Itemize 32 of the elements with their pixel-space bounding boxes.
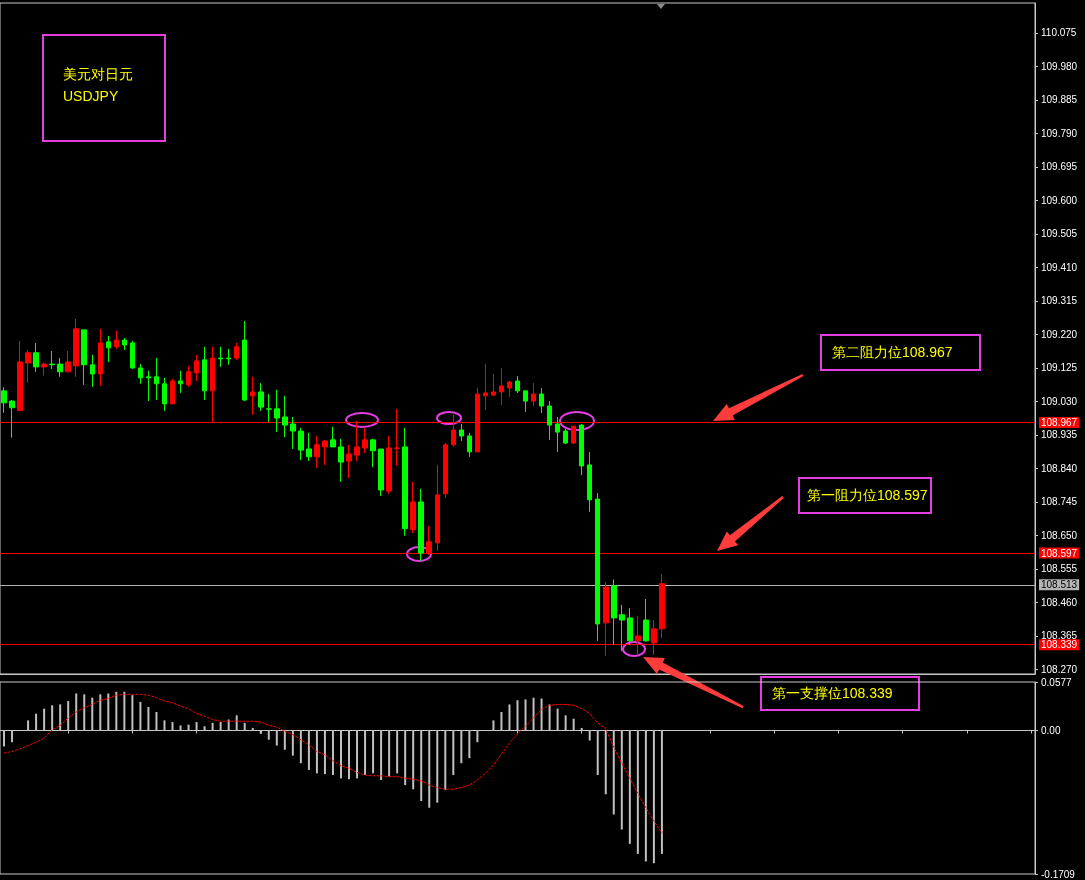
ref-line-label: 108.513 xyxy=(1041,579,1078,591)
y-tick-label: 108.555 xyxy=(1041,563,1078,575)
ref-line-label: 108.339 xyxy=(1041,639,1078,651)
y-tick-label: 0.0577 xyxy=(1041,676,1073,688)
y-tick-label: 109.410 xyxy=(1041,261,1078,273)
y-tick-label: 108.270 xyxy=(1041,663,1078,675)
y-tick-label: 109.600 xyxy=(1041,194,1078,206)
y-tick-label: 108.460 xyxy=(1041,596,1078,608)
y-tick-label: 108.650 xyxy=(1041,529,1078,541)
y-tick-label: 110.075 xyxy=(1041,27,1077,39)
y-tick-label: 0.00 xyxy=(1041,724,1061,736)
text: 美元对日元 xyxy=(63,65,134,84)
y-tick-label: -0.1709 xyxy=(1041,868,1076,880)
y-tick-label: 108.935 xyxy=(1041,429,1078,441)
y-tick-label: 109.790 xyxy=(1041,127,1078,139)
text: USDJPY xyxy=(63,87,120,106)
y-tick-label: 109.220 xyxy=(1041,328,1078,340)
y-tick-label: 108.840 xyxy=(1041,462,1078,474)
y-tick-label: 109.980 xyxy=(1041,60,1078,72)
y-tick-label: 109.885 xyxy=(1041,94,1078,106)
annotation: 第一支撑位108.339 xyxy=(760,676,920,712)
y-tick-label: 109.695 xyxy=(1041,161,1078,173)
y-tick-label: 108.365 xyxy=(1041,630,1078,642)
y-tick-label: 109.030 xyxy=(1041,395,1078,407)
y-tick-label: 108.745 xyxy=(1041,496,1078,508)
y-tick-label: 109.505 xyxy=(1041,228,1078,240)
y-tick-label: 109.315 xyxy=(1041,295,1078,307)
annotation: 第二阻力位108.967 xyxy=(820,334,981,371)
annotation: 第一阻力位108.597 xyxy=(798,477,932,514)
y-tick-label: 109.125 xyxy=(1041,362,1078,374)
ref-line-label: 108.597 xyxy=(1041,547,1078,559)
ref-line-label: 108.967 xyxy=(1041,417,1078,429)
